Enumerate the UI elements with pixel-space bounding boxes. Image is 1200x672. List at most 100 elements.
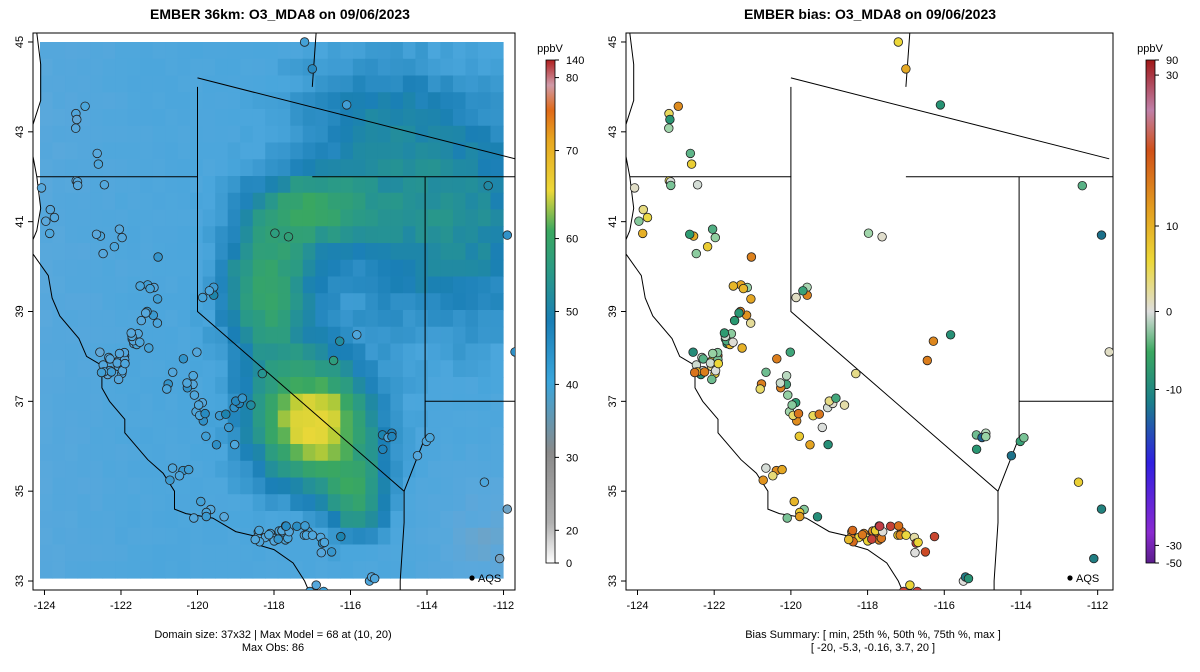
model-cell [152,259,166,278]
model-cell [377,410,391,428]
model-cell [177,427,191,445]
model-cell [265,293,279,311]
model-cell [190,159,204,177]
model-cell [202,343,216,361]
model-cell [465,544,479,562]
model-cell [327,477,341,495]
model-cell [390,58,404,77]
model-cell [140,427,154,445]
model-cell [327,243,341,261]
aqs-station-marker [847,525,858,536]
aqs-station-marker [761,367,771,378]
model-cell [415,58,429,77]
model-cell [190,561,204,579]
aqs-station-marker [165,475,175,485]
model-cell [477,226,492,244]
aqs-station-marker [1073,477,1084,487]
model-cell [190,176,204,194]
model-cell [252,377,266,395]
model-cell [465,58,479,77]
model-cell [215,427,229,445]
aqs-station-marker [92,148,102,159]
model-cell [165,343,179,361]
model-cell [127,109,141,127]
model-cell [65,142,79,160]
model-cell [215,243,229,261]
model-cell [465,460,479,479]
model-cell [327,142,341,160]
model-cell [490,561,504,579]
model-cell [477,209,492,227]
model-cell [165,494,179,512]
model-cell [227,427,241,445]
model-cell [240,226,254,244]
colorbar-tick-label: 50 [566,307,578,319]
model-cell [215,477,229,495]
model-cell [477,527,492,546]
model-cell [140,58,154,77]
aqs-station-marker [738,283,749,294]
model-grid [40,42,504,579]
aqs-station-marker [114,224,125,234]
model-cell [427,511,442,529]
model-cell [390,326,404,345]
model-cell [277,310,291,328]
model-cell [265,92,279,110]
model-cell [52,58,66,77]
colorbar-tick-label: 40 [566,379,578,391]
model-cell [365,377,379,395]
aqs-station-marker [746,294,756,304]
model-cell [202,259,216,278]
model-cell [152,209,166,227]
model-cell [102,326,116,345]
model-cell [477,276,492,294]
model-cell [415,276,429,294]
model-cell [477,259,492,278]
model-cell [77,142,91,160]
aqs-station-marker [300,521,310,531]
colorbar-tick-label: 140 [566,55,584,67]
model-cell [127,92,141,110]
model-cell [440,310,454,328]
model-cell [102,410,116,428]
model-cell [277,58,291,77]
aqs-station-marker [734,308,744,318]
model-cell [477,444,492,462]
aqs-station-marker [746,318,756,328]
model-cell [265,427,279,445]
colorbar-tick-label: -30 [1166,540,1182,552]
model-cell [352,125,366,144]
model-cell [340,176,354,194]
model-cell [240,343,254,361]
right-footer: Bias Summary: [ min, 25th %, 50th %, 75t… [630,629,1116,655]
model-cell [490,444,504,462]
model-cell [477,92,492,110]
model-cell [415,410,429,428]
model-cell [215,259,229,278]
model-cell [440,477,454,495]
model-cell [290,393,304,412]
model-cell [52,192,66,211]
model-cell [252,444,266,462]
model-cell [477,410,492,428]
model-cell [452,176,467,194]
model-cell [390,343,404,361]
model-cell [265,243,279,261]
model-cell [190,75,204,93]
model-cell [415,176,429,194]
model-cell [440,293,454,311]
model-cell [465,92,479,110]
model-cell [152,75,166,93]
model-cell [265,142,279,160]
model-cell [352,511,366,529]
model-cell [115,393,129,412]
model-cell [265,444,279,462]
model-cell [452,125,467,144]
model-cell [340,511,354,529]
aqs-station-marker [264,530,274,540]
model-cell [377,259,391,278]
model-cell [165,142,179,160]
model-cell [290,544,304,562]
model-cell [227,310,241,328]
model-cell [340,109,354,127]
